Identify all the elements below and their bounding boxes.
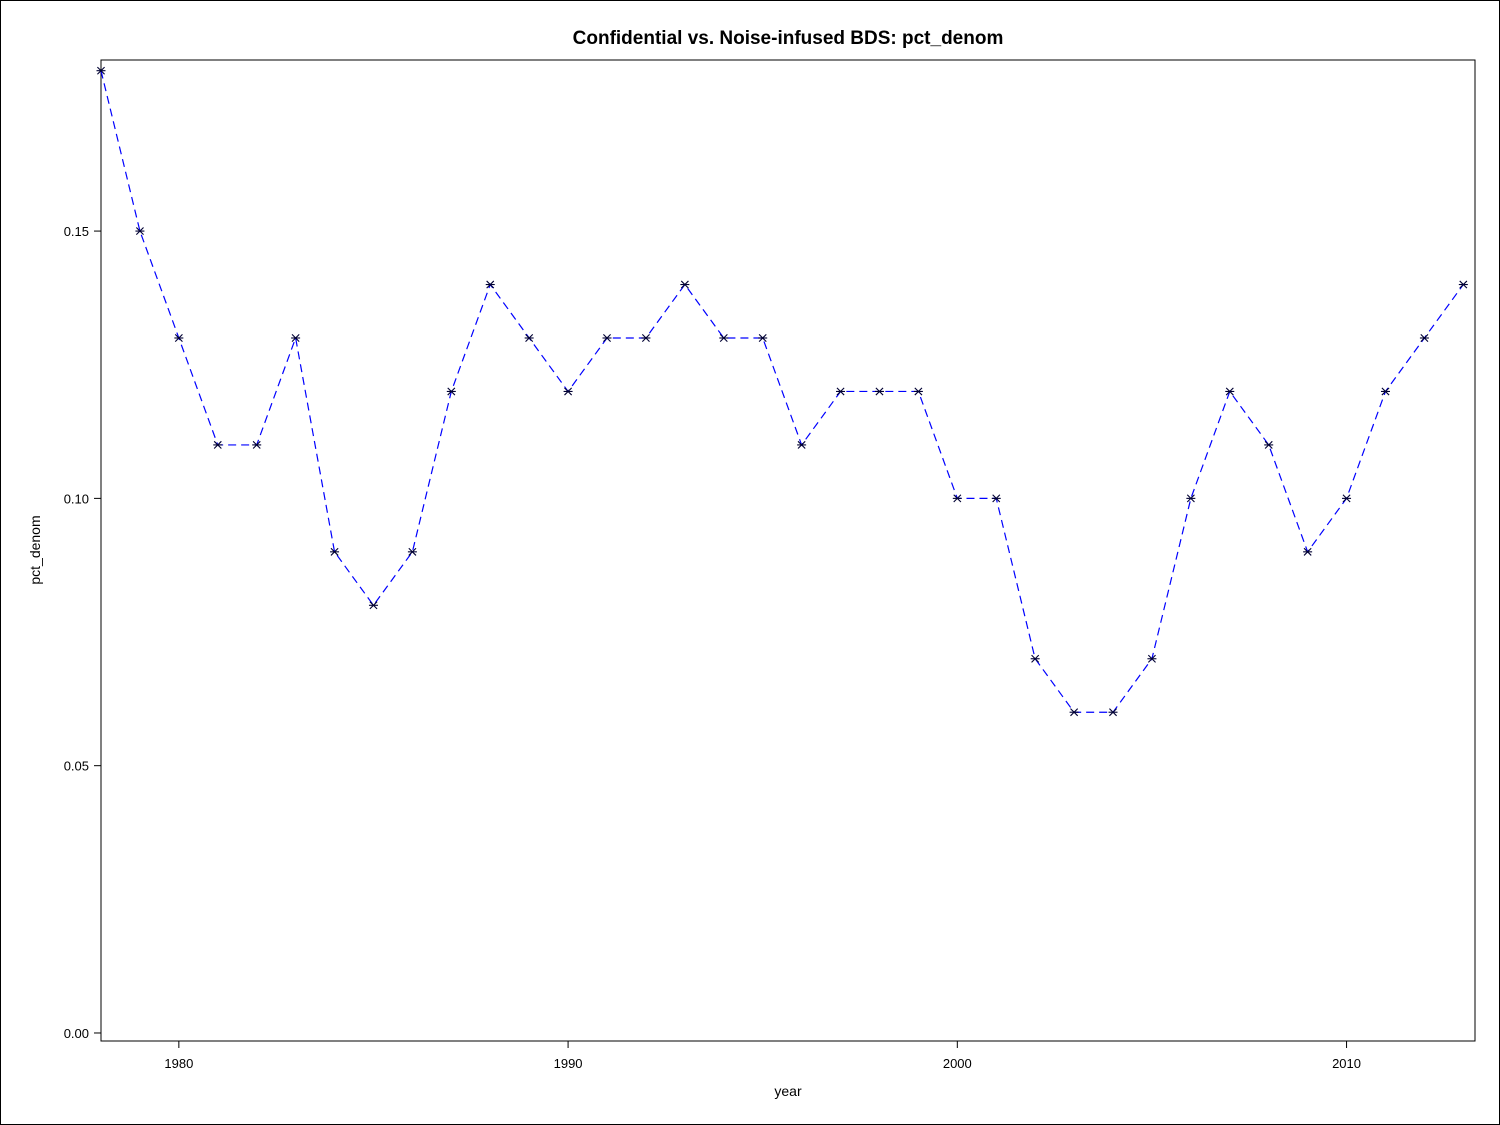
data-point-marker — [252, 440, 262, 449]
data-point-marker — [1264, 440, 1274, 449]
data-point-marker — [524, 334, 534, 342]
x-tick-label: 2010 — [1332, 1056, 1361, 1071]
data-point-marker — [563, 387, 573, 396]
data-point-marker — [368, 601, 378, 610]
y-axis: 0.00 0.05 0.10 0.15 — [64, 224, 101, 1041]
x-tick-label: 1980 — [164, 1056, 193, 1071]
data-point-marker — [1225, 387, 1235, 396]
data-point-marker — [1147, 654, 1157, 663]
y-tick-label: 0.15 — [64, 224, 89, 239]
data-point-marker — [1458, 280, 1468, 289]
data-point-marker — [96, 66, 106, 75]
data-point-marker — [1380, 387, 1390, 396]
data-point-marker — [213, 440, 223, 449]
series-markers — [96, 66, 1468, 717]
data-point-marker — [1303, 547, 1313, 556]
data-point-marker — [991, 494, 1001, 503]
y-tick-label: 0.10 — [64, 491, 89, 506]
x-axis: 1980 1990 2000 2010 — [164, 1041, 1361, 1071]
data-point-marker — [952, 494, 962, 503]
data-point-marker — [485, 280, 495, 289]
x-tick-label: 2000 — [943, 1056, 972, 1071]
data-point-marker — [407, 547, 417, 556]
data-point-marker — [836, 387, 846, 396]
data-point-marker — [1108, 708, 1118, 717]
data-point-marker — [1419, 334, 1429, 342]
data-point-marker — [291, 334, 301, 342]
data-point-marker — [1342, 494, 1352, 503]
series-line — [100, 70, 1464, 713]
data-point-marker — [446, 387, 456, 396]
data-point-marker — [913, 387, 923, 396]
data-point-marker — [641, 334, 651, 342]
x-tick-label: 1990 — [554, 1056, 583, 1071]
data-point-marker — [719, 334, 729, 342]
data-point-marker — [797, 440, 807, 449]
data-point-marker — [758, 334, 768, 342]
data-point-marker — [680, 280, 690, 289]
y-tick-label: 0.00 — [64, 1026, 89, 1041]
data-point-marker — [330, 547, 340, 556]
y-tick-label: 0.05 — [64, 759, 89, 774]
chart-title: Confidential vs. Noise-infused BDS: pct_… — [573, 28, 1004, 49]
x-axis-label: year — [774, 1083, 802, 1099]
plot-area — [100, 59, 1476, 1042]
data-point-marker — [135, 227, 145, 236]
data-point-marker — [1030, 654, 1040, 663]
data-point-marker — [1069, 708, 1079, 717]
y-axis-label: pct_denom — [27, 515, 43, 584]
data-point-marker — [1186, 494, 1196, 503]
data-point-marker — [174, 334, 184, 342]
data-point-marker — [602, 334, 612, 342]
data-point-marker — [874, 387, 884, 396]
